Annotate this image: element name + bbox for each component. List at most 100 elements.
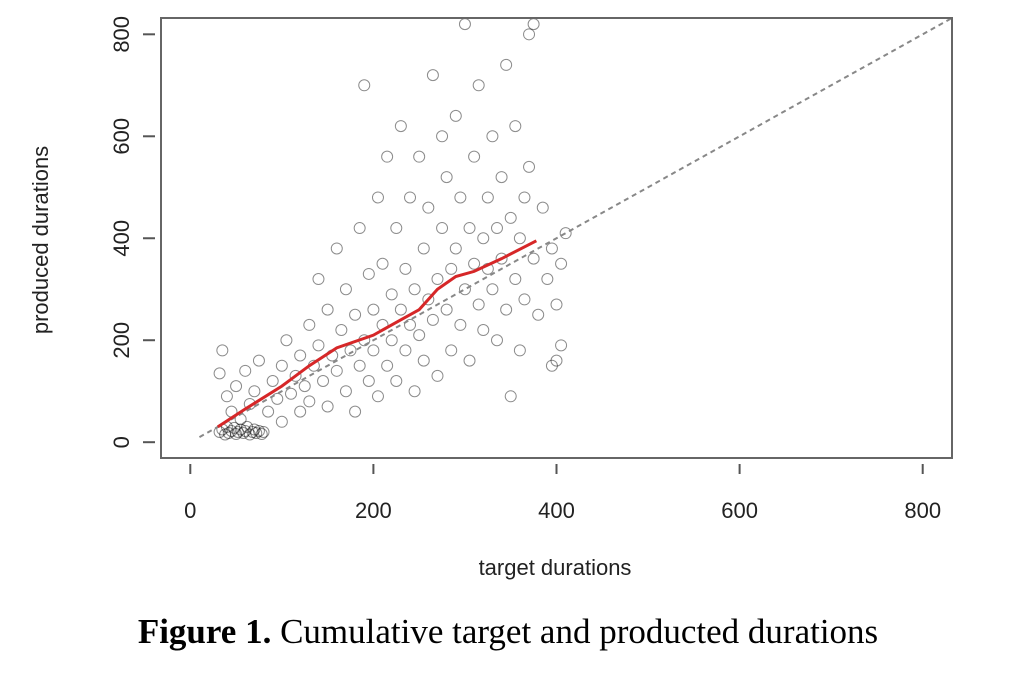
data-point	[349, 405, 362, 418]
data-point	[262, 405, 275, 418]
data-point	[536, 201, 549, 214]
x-tick-label: 400	[538, 498, 575, 523]
data-point	[312, 339, 325, 352]
data-point	[399, 262, 412, 275]
data-point	[399, 344, 412, 357]
data-point	[250, 427, 263, 440]
data-point	[490, 222, 503, 235]
data-point	[408, 283, 421, 296]
data-point	[500, 58, 513, 71]
data-point	[349, 308, 362, 321]
data-point	[436, 130, 449, 143]
data-point	[454, 191, 467, 204]
y-axis: 0 200 400 600 800	[109, 16, 155, 448]
data-point	[239, 364, 252, 377]
data-point	[504, 390, 517, 403]
data-point	[513, 344, 526, 357]
data-point	[367, 303, 380, 316]
data-point	[408, 385, 421, 398]
data-point	[458, 18, 471, 31]
data-point	[486, 283, 499, 296]
data-point	[527, 252, 540, 265]
data-point	[225, 424, 238, 437]
data-point	[500, 303, 513, 316]
data-point	[417, 354, 430, 367]
data-point	[545, 242, 558, 255]
data-point	[220, 390, 233, 403]
data-point	[385, 334, 398, 347]
y-tick-label: 200	[109, 322, 134, 359]
y-tick-label: 0	[109, 436, 134, 448]
data-point	[417, 242, 430, 255]
data-point	[330, 242, 343, 255]
data-point	[219, 428, 232, 441]
data-point	[555, 339, 568, 352]
data-point	[241, 420, 254, 433]
data-point	[271, 392, 284, 405]
data-point	[248, 423, 261, 436]
fit-line	[216, 239, 538, 429]
data-point	[312, 273, 325, 286]
data-point	[523, 28, 536, 41]
plot-frame	[160, 17, 953, 459]
data-point	[266, 375, 279, 388]
data-point	[545, 359, 558, 372]
data-point	[321, 303, 334, 316]
data-point	[477, 324, 490, 337]
data-point	[358, 79, 371, 92]
data-point	[445, 262, 458, 275]
data-point	[436, 222, 449, 235]
data-point	[390, 375, 403, 388]
data-point	[394, 120, 407, 133]
data-point	[440, 303, 453, 316]
data-point	[275, 415, 288, 428]
y-axis-label: produced durations	[28, 146, 53, 334]
x-tick-label: 800	[904, 498, 941, 523]
data-point	[449, 242, 462, 255]
data-point	[371, 191, 384, 204]
data-point	[285, 387, 298, 400]
data-point	[231, 425, 244, 438]
data-point	[468, 150, 481, 163]
data-point	[431, 273, 444, 286]
x-tick-label: 0	[184, 498, 196, 523]
data-point	[431, 369, 444, 382]
data-point	[222, 427, 235, 440]
x-tick-label: 200	[355, 498, 392, 523]
data-point	[246, 425, 259, 438]
data-point	[404, 318, 417, 331]
data-point	[413, 329, 426, 342]
data-point	[518, 191, 531, 204]
data-point	[330, 364, 343, 377]
data-point	[495, 171, 508, 184]
data-point	[239, 424, 252, 437]
data-point	[289, 369, 302, 382]
data-point	[513, 232, 526, 245]
data-point	[298, 380, 311, 393]
data-point	[362, 375, 375, 388]
data-point	[486, 130, 499, 143]
data-point	[321, 400, 334, 413]
data-point	[303, 395, 316, 408]
data-point	[381, 150, 394, 163]
data-point	[353, 222, 366, 235]
points-layer	[213, 18, 572, 441]
data-point	[555, 257, 568, 270]
data-point	[243, 428, 256, 441]
data-point	[468, 257, 481, 270]
x-axis: 0 200 400 600 800	[184, 464, 941, 523]
data-point	[394, 303, 407, 316]
data-point	[404, 191, 417, 204]
data-point	[216, 344, 229, 357]
data-point	[252, 424, 265, 437]
data-point	[449, 109, 462, 122]
data-point	[339, 385, 352, 398]
data-point	[472, 298, 485, 311]
data-point	[381, 359, 394, 372]
scatter-chart: 0 200 400 600 800 0 200 400 600 800 target durat…	[28, 16, 953, 580]
data-point	[440, 171, 453, 184]
data-point	[509, 120, 522, 133]
data-point	[527, 18, 540, 31]
figure-caption: Figure 1. Cumulative target and producte…	[0, 612, 1016, 652]
y-tick-label: 400	[109, 220, 134, 257]
